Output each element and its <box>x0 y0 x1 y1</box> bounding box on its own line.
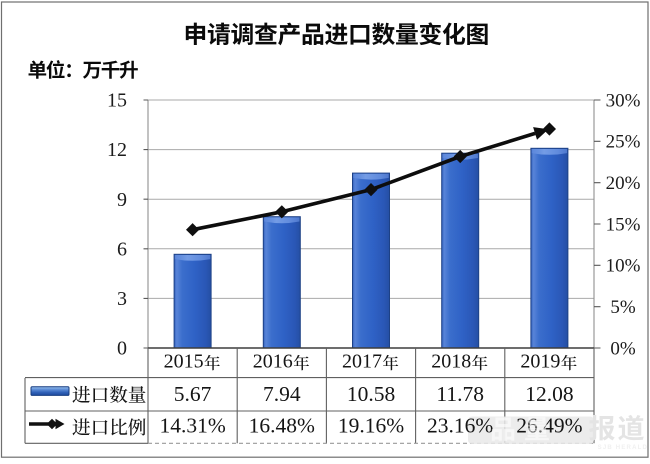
svg-text:15%: 15% <box>606 214 641 235</box>
svg-text:2015: 2015 <box>164 351 204 373</box>
svg-text:2016: 2016 <box>253 351 293 373</box>
svg-text:19.16%: 19.16% <box>338 413 404 437</box>
svg-text:16.48%: 16.48% <box>249 413 315 437</box>
svg-text:2019: 2019 <box>520 351 560 373</box>
svg-text:30%: 30% <box>606 90 641 111</box>
svg-text:15: 15 <box>107 90 127 112</box>
svg-text:0: 0 <box>117 338 127 360</box>
svg-text:23.16%: 23.16% <box>427 413 493 437</box>
svg-text:20%: 20% <box>606 173 641 194</box>
svg-text:12: 12 <box>107 139 127 161</box>
svg-text:2018: 2018 <box>431 351 471 373</box>
svg-text:0%: 0% <box>610 338 636 359</box>
svg-text:SJB HERALD: SJB HERALD <box>598 445 648 451</box>
svg-text:3: 3 <box>117 288 127 310</box>
svg-text:7.94: 7.94 <box>263 382 301 406</box>
svg-text:5.67: 5.67 <box>174 382 212 406</box>
svg-text:11.78: 11.78 <box>436 382 484 406</box>
svg-text:5%: 5% <box>610 297 636 318</box>
svg-text:12.08: 12.08 <box>525 382 573 406</box>
svg-text:9: 9 <box>117 189 127 211</box>
svg-text:6: 6 <box>117 238 127 260</box>
svg-text:2017: 2017 <box>342 351 382 373</box>
svg-text:14.31%: 14.31% <box>159 413 225 437</box>
svg-text:10.58: 10.58 <box>347 382 395 406</box>
svg-text:10%: 10% <box>606 256 641 277</box>
svg-text:25%: 25% <box>606 132 641 153</box>
